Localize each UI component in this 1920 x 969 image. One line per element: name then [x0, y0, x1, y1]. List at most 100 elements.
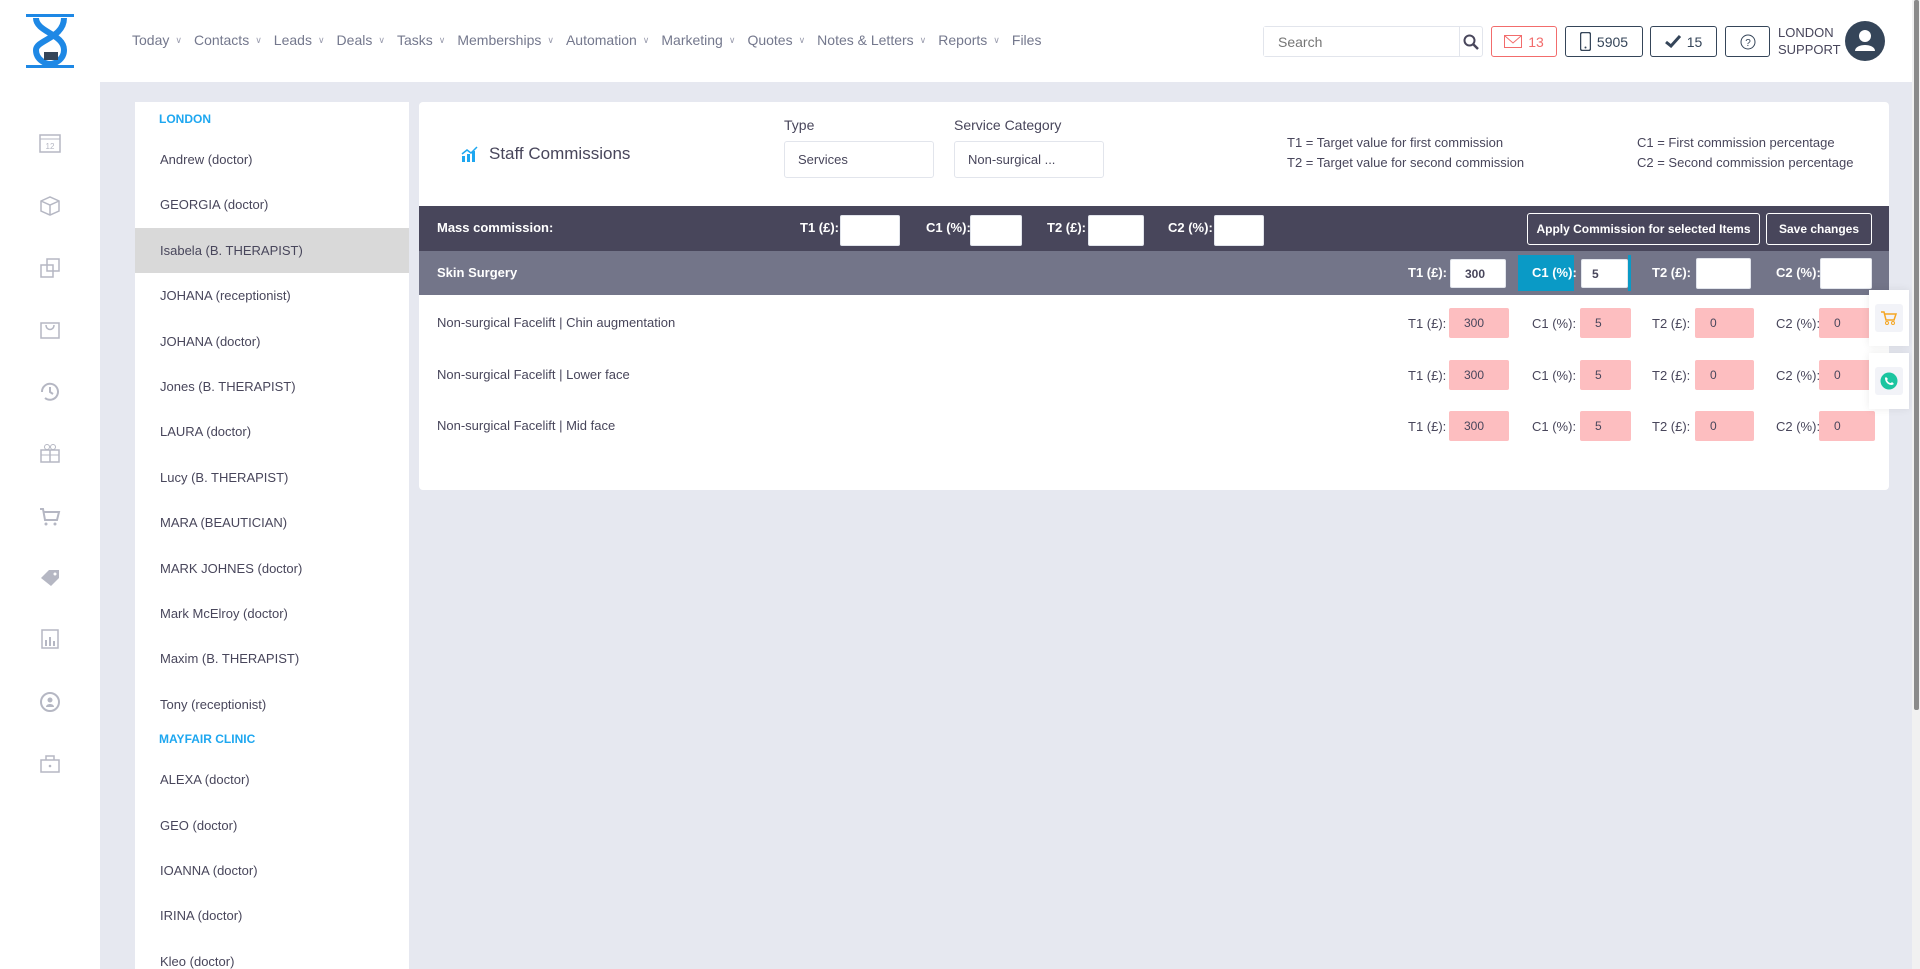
tasks-button[interactable]: 15 [1650, 26, 1717, 57]
staff-list-item[interactable]: MARA (BEAUTICIAN) [160, 515, 288, 531]
t1-input[interactable]: 300 [1449, 308, 1509, 338]
user-icon [1855, 30, 1875, 51]
staff-list-item[interactable]: Maxim (B. THERAPIST) [160, 651, 300, 667]
nav-label: Notes & Letters [817, 32, 914, 48]
staff-list-item[interactable]: ALEXA (doctor) [160, 772, 250, 788]
nav-item-deals[interactable]: Deals ∨ [337, 32, 385, 48]
nav-item-automation[interactable]: Automation ∨ [566, 32, 649, 48]
chevron-down-icon: ∨ [798, 34, 806, 45]
staff-list-item[interactable]: Isabela (B. THERAPIST) [135, 227, 409, 273]
box-icon[interactable] [38, 194, 62, 218]
tag-icon[interactable] [38, 565, 62, 589]
avatar[interactable] [1845, 21, 1885, 61]
t1-input[interactable]: 300 [1449, 359, 1509, 390]
help-button[interactable]: ? [1725, 26, 1770, 57]
type-select[interactable]: Services [784, 141, 934, 178]
basket-icon[interactable] [38, 317, 62, 341]
legend-c2: C2 = Second commission percentage [1637, 155, 1854, 170]
mass-commission-bar: Mass commission: T1 (£): C1 (%): T2 (£):… [419, 206, 1889, 251]
phone-call-icon [1880, 372, 1898, 390]
staff-list-item[interactable]: Jones (B. THERAPIST) [160, 379, 296, 394]
copy-icon[interactable] [38, 256, 62, 280]
c1-input[interactable]: 5 [1580, 411, 1631, 441]
nav-label: Automation [565, 32, 637, 48]
phone-widget[interactable] [1869, 353, 1909, 409]
category-t1-input[interactable]: 300 [1450, 259, 1506, 288]
search-input[interactable] [1264, 27, 1459, 56]
nav-item-today[interactable]: Today ∨ [132, 32, 182, 48]
staff-list-item[interactable]: Lucy (B. THERAPIST) [160, 469, 289, 485]
staff-list-item[interactable]: Kleo (doctor) [160, 953, 235, 969]
nav-item-notes-letters[interactable]: Notes & Letters ∨ [817, 32, 926, 48]
c2-input[interactable]: 0 [1819, 411, 1875, 441]
calendar-icon[interactable]: 12 [38, 131, 62, 155]
t1-label: T1 (£): [1408, 419, 1447, 434]
staff-list-item[interactable]: LAURA (doctor) [160, 424, 252, 440]
nav-item-contacts[interactable]: Contacts ∨ [194, 32, 262, 48]
mass-t2-input[interactable] [1088, 215, 1144, 246]
staff-list-item[interactable]: Andrew (doctor) [160, 152, 253, 167]
messages-button[interactable]: 13 [1491, 26, 1557, 57]
c2-input[interactable]: 0 [1819, 308, 1875, 338]
search-icon [1463, 34, 1479, 50]
user-sync-icon[interactable] [38, 690, 62, 714]
gift-icon[interactable] [38, 441, 62, 465]
type-label: Type [784, 117, 815, 133]
nav-label: Quotes [747, 32, 793, 48]
nav-item-marketing[interactable]: Marketing ∨ [661, 32, 735, 48]
nav-item-quotes[interactable]: Quotes ∨ [747, 32, 805, 48]
user-line2: SUPPORT [1778, 42, 1841, 57]
t1-input[interactable]: 300 [1449, 411, 1509, 441]
history-icon[interactable] [38, 380, 62, 404]
nav-item-files[interactable]: Files [1012, 32, 1042, 48]
t2-input[interactable]: 0 [1695, 308, 1754, 338]
apply-commission-button[interactable]: Apply Commission for selected Items [1527, 213, 1760, 245]
chevron-down-icon: ∨ [919, 34, 927, 45]
app-logo[interactable] [24, 14, 76, 68]
nav-item-tasks[interactable]: Tasks ∨ [397, 32, 445, 48]
cart-widget[interactable] [1869, 290, 1909, 346]
staff-list-item[interactable]: IOANNA (doctor) [160, 863, 258, 878]
report-icon[interactable] [38, 627, 62, 651]
calls-button[interactable]: 5905 [1565, 26, 1643, 57]
nav-item-memberships[interactable]: Memberships ∨ [457, 32, 554, 48]
cart-icon[interactable] [38, 504, 62, 528]
chevron-down-icon: ∨ [642, 34, 650, 45]
service-name: Non-surgical Facelift | Chin augmentatio… [437, 315, 676, 330]
staff-list-item[interactable]: GEORGIA (doctor) [160, 197, 269, 213]
category-label: Service Category [954, 117, 1062, 133]
mass-t1-input[interactable] [840, 215, 900, 246]
mass-c2-label: C2 (%): [1168, 220, 1213, 235]
staff-list-item[interactable]: IRINA (doctor) [160, 908, 243, 924]
category-t2-label: T2 (£): [1652, 265, 1691, 280]
staff-list-item[interactable]: JOHANA (receptionist) [160, 288, 291, 304]
search-button[interactable] [1459, 27, 1482, 56]
t2-input[interactable]: 0 [1695, 359, 1754, 390]
nav-item-leads[interactable]: Leads ∨ [274, 32, 325, 48]
category-c1-input[interactable]: 5 [1581, 259, 1628, 288]
staff-list-item[interactable]: GEO (doctor) [160, 817, 238, 833]
category-t2-input[interactable] [1696, 258, 1751, 289]
scrollbar-thumb[interactable] [1914, 0, 1919, 710]
t2-label: T2 (£): [1652, 367, 1691, 383]
staff-list-item[interactable]: Mark McElroy (doctor) [160, 606, 288, 621]
t2-label: T2 (£): [1652, 316, 1691, 331]
save-changes-button[interactable]: Save changes [1766, 213, 1872, 245]
category-select[interactable]: Non-surgical ... [954, 141, 1104, 178]
nav-label: Leads [273, 32, 312, 48]
t2-input[interactable]: 0 [1695, 411, 1754, 441]
staff-list-item[interactable]: Tony (receptionist) [160, 696, 267, 712]
lock-icon[interactable] [38, 751, 62, 775]
staff-list-item[interactable]: JOHANA (doctor) [160, 333, 261, 349]
c1-input[interactable]: 5 [1580, 359, 1631, 390]
mass-c2-input[interactable] [1214, 215, 1264, 246]
staff-list-item[interactable]: MARK JOHNES (doctor) [160, 560, 303, 576]
category-c2-input[interactable] [1820, 258, 1872, 289]
c2-input[interactable]: 0 [1819, 359, 1875, 390]
mass-c1-input[interactable] [970, 215, 1022, 246]
c1-input[interactable]: 5 [1580, 308, 1631, 338]
user-name[interactable]: LONDON SUPPORT [1778, 24, 1841, 58]
nav-item-reports[interactable]: Reports ∨ [938, 32, 1000, 48]
service-name: Non-surgical Facelift | Lower face [437, 366, 630, 382]
category-name: Skin Surgery [437, 265, 518, 280]
